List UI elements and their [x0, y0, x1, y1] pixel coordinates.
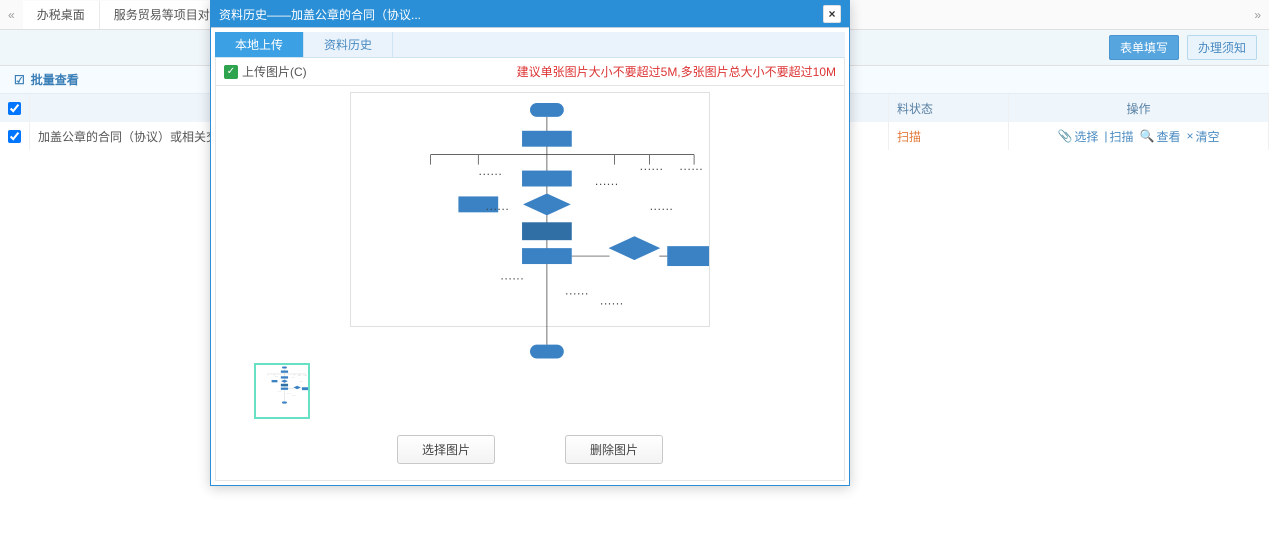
header-status: 料状态: [889, 94, 1009, 122]
tabs-scroll-left[interactable]: «: [0, 8, 23, 22]
upload-modal: 资料历史——加盖公章的合同（协议... × 本地上传 资料历史 ✓ 上传图片(C…: [210, 0, 850, 486]
svg-text:······: ······: [485, 201, 509, 215]
upload-hint: 建议单张图片大小不要超过5M,多张图片总大小不要超过10M: [517, 63, 836, 80]
tab-local-upload[interactable]: 本地上传: [215, 32, 304, 57]
check-icon: ✓: [224, 65, 238, 79]
svg-text:······: ······: [278, 391, 282, 393]
section-label: 批量查看: [31, 71, 79, 88]
choose-image-button[interactable]: 选择图片: [397, 435, 495, 464]
svg-text:······: ······: [565, 286, 589, 300]
section-icon: ☑: [14, 73, 25, 87]
svg-text:······: ······: [595, 176, 619, 190]
op-clear[interactable]: ×清空: [1187, 128, 1220, 145]
upload-label[interactable]: ✓ 上传图片(C): [224, 63, 307, 80]
svg-text:······: ······: [299, 381, 303, 383]
svg-text:······: ······: [276, 381, 280, 383]
flowchart-thumb: ········································…: [256, 365, 308, 404]
preview-thumbnail[interactable]: ········································…: [254, 363, 310, 419]
modal-tabs: 本地上传 资料历史: [215, 32, 845, 58]
upload-bar: ✓ 上传图片(C) 建议单张图片大小不要超过5M,多张图片总大小不要超过10M: [215, 58, 845, 86]
op-select[interactable]: 📎选择: [1057, 128, 1098, 145]
svg-text:······: ······: [304, 376, 308, 378]
guide-button[interactable]: 办理须知: [1187, 35, 1257, 60]
row-checkbox[interactable]: [8, 130, 21, 143]
modal-title-text: 资料历史——加盖公章的合同（协议...: [219, 6, 421, 23]
svg-text:······: ······: [679, 162, 703, 176]
svg-text:······: ······: [298, 376, 302, 378]
form-fill-button[interactable]: 表单填写: [1109, 35, 1179, 60]
svg-text:······: ······: [500, 271, 524, 285]
op-view[interactable]: 🔍查看: [1140, 128, 1181, 145]
tab-history[interactable]: 资料历史: [304, 32, 393, 57]
svg-text:······: ······: [291, 378, 295, 380]
modal-titlebar: 资料历史——加盖公章的合同（协议... ×: [211, 1, 849, 27]
row-status: 扫描: [889, 122, 1009, 150]
svg-text:······: ······: [649, 201, 673, 215]
flowchart-preview: ······ ······ ······ ······ ······ ······ ····…: [351, 93, 709, 362]
header-ops: 操作: [1009, 94, 1269, 122]
delete-image-button[interactable]: 删除图片: [565, 435, 663, 464]
row-ops: 📎选择 |扫描 🔍查看 ×清空: [1009, 122, 1269, 150]
tabs-scroll-right[interactable]: »: [1246, 8, 1269, 22]
close-icon[interactable]: ×: [823, 5, 841, 23]
svg-text:······: ······: [639, 162, 663, 176]
svg-text:······: ······: [274, 376, 278, 378]
svg-text:······: ······: [600, 296, 624, 310]
svg-text:······: ······: [292, 395, 296, 397]
svg-text:······: ······: [478, 167, 502, 181]
preview-large[interactable]: ······ ······ ······ ······ ······ ······ ····…: [350, 92, 710, 327]
op-scan[interactable]: |扫描: [1104, 128, 1133, 145]
svg-text:······: ······: [287, 394, 291, 396]
tab-desktop[interactable]: 办税桌面: [23, 1, 100, 29]
preview-area: ········································…: [215, 86, 845, 481]
header-checkbox[interactable]: [8, 102, 21, 115]
